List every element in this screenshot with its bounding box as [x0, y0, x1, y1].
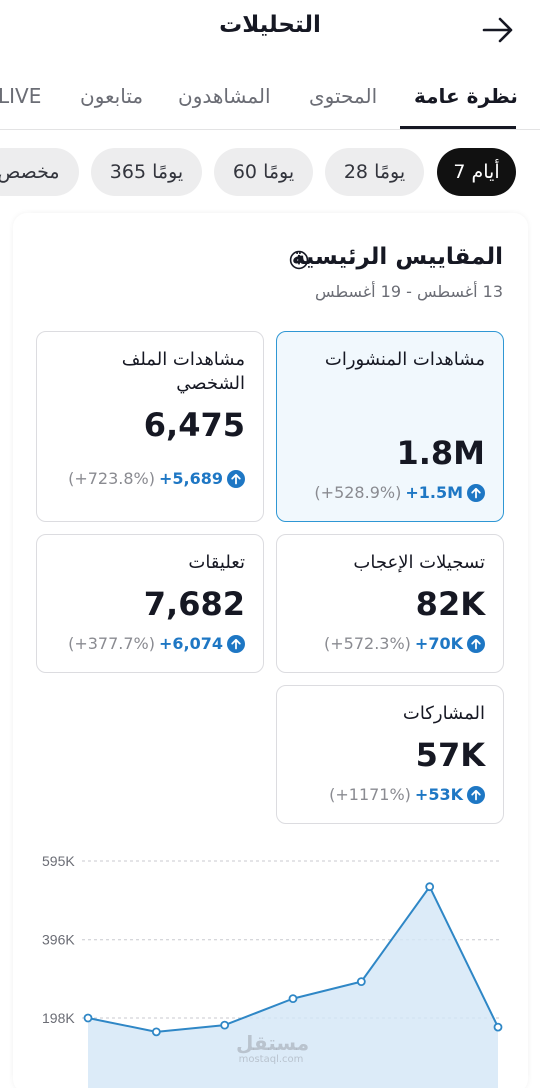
- data-point: [356, 977, 366, 987]
- metric-delta-percent: (+572.3%): [324, 634, 411, 653]
- top-bar: التحليلات: [0, 0, 540, 58]
- arrow-up-circle-icon: [467, 634, 485, 653]
- range-chip-60-days[interactable]: 60 يومًا: [214, 148, 313, 196]
- y-tick-label: 198K: [42, 1010, 75, 1026]
- metric-delta: +5,689 (+723.8%): [68, 469, 245, 488]
- metric-delta-value: +5,689: [158, 469, 223, 488]
- metric-delta: +70K (+572.3%): [324, 634, 485, 653]
- metric-card-profile-views[interactable]: مشاهدات الملف الشخصي 6,475 +5,689 (+723.…: [36, 331, 264, 522]
- metric-card-likes[interactable]: تسجيلات الإعجاب 82K +70K (+572.3%): [276, 534, 504, 673]
- metric-label: تسجيلات الإعجاب: [353, 552, 485, 573]
- data-point: [288, 994, 298, 1004]
- metric-card-comments[interactable]: تعليقات 7,682 +6,074 (+377.7%): [36, 534, 264, 673]
- metric-delta-value: +53K: [414, 785, 463, 804]
- key-metrics-title: المقاييس الرئيسية: [291, 244, 503, 270]
- date-range-selector: 7 أيام 28 يومًا 60 يومًا 365 يومًا مخصص: [0, 148, 540, 196]
- y-tick-label: 595K: [42, 853, 75, 869]
- metric-value: 57K: [415, 736, 485, 774]
- date-range-label: 13 أغسطس - 19 أغسطس: [314, 282, 503, 301]
- arrow-up-circle-icon: [227, 469, 245, 488]
- tab-overview[interactable]: نظرة عامة: [414, 84, 518, 108]
- info-icon[interactable]: [289, 250, 309, 270]
- metric-delta-value: +1.5M: [405, 483, 463, 502]
- metric-label: المشاركات: [402, 703, 485, 724]
- watermark-arabic: مستقل: [236, 1031, 310, 1055]
- post-views-chart: 198K 396K 595K: [42, 853, 503, 1088]
- metric-delta: +53K (+1171%): [329, 785, 485, 804]
- data-point: [151, 1027, 161, 1037]
- range-chip-custom[interactable]: مخصص: [0, 148, 79, 196]
- metric-delta: +6,074 (+377.7%): [68, 634, 245, 653]
- y-tick-label: 396K: [42, 932, 75, 948]
- watermark-latin: mostaql.com: [238, 1054, 304, 1065]
- metric-delta-percent: (+723.8%): [68, 469, 155, 488]
- tab-bar: نظرة عامة المحتوى المشاهدون متابعون LIVE: [0, 70, 540, 130]
- active-tab-indicator: [400, 126, 516, 129]
- tab-content[interactable]: المحتوى: [309, 84, 378, 108]
- metric-value: 1.8M: [396, 434, 485, 472]
- arrow-up-circle-icon: [467, 483, 485, 502]
- data-point: [220, 1020, 230, 1030]
- tab-viewers[interactable]: المشاهدون: [178, 84, 271, 108]
- metric-label: مشاهدات الملف الشخصي: [121, 349, 245, 394]
- arrow-up-circle-icon: [467, 785, 485, 804]
- range-chip-365-days[interactable]: 365 يومًا: [91, 148, 202, 196]
- data-point: [425, 882, 435, 892]
- metric-card-shares[interactable]: المشاركات 57K +53K (+1171%): [276, 685, 504, 824]
- metric-delta-percent: (+377.7%): [68, 634, 155, 653]
- range-chip-28-days[interactable]: 28 يومًا: [325, 148, 424, 196]
- metric-delta-percent: (+528.9%): [314, 483, 402, 502]
- metric-delta-percent: (+1171%): [329, 785, 411, 804]
- metric-card-post-views[interactable]: مشاهدات المنشورات 1.8M +1.5M (+528.9%): [276, 331, 504, 522]
- data-point: [493, 1022, 503, 1032]
- metric-delta-value: +70K: [414, 634, 463, 653]
- range-chip-7-days[interactable]: 7 أيام: [437, 148, 516, 196]
- area-fill: [88, 886, 498, 1088]
- metric-label: مشاهدات المنشورات: [324, 349, 485, 370]
- arrow-right-icon[interactable]: [480, 12, 516, 48]
- metric-value: 6,475: [143, 406, 245, 444]
- metric-label: تعليقات: [188, 552, 245, 573]
- metric-value: 7,682: [143, 585, 245, 623]
- arrow-up-circle-icon: [227, 634, 245, 653]
- mostaql-watermark: مستقل mostaql.com: [236, 1031, 310, 1066]
- page-title: التحليلات: [219, 12, 321, 38]
- data-point: [83, 1013, 93, 1023]
- metric-value: 82K: [415, 585, 485, 623]
- metric-delta: +1.5M (+528.9%): [314, 483, 485, 502]
- tab-live[interactable]: LIVE: [0, 84, 42, 108]
- metric-delta-value: +6,074: [158, 634, 223, 653]
- tab-followers[interactable]: متابعون: [80, 84, 144, 108]
